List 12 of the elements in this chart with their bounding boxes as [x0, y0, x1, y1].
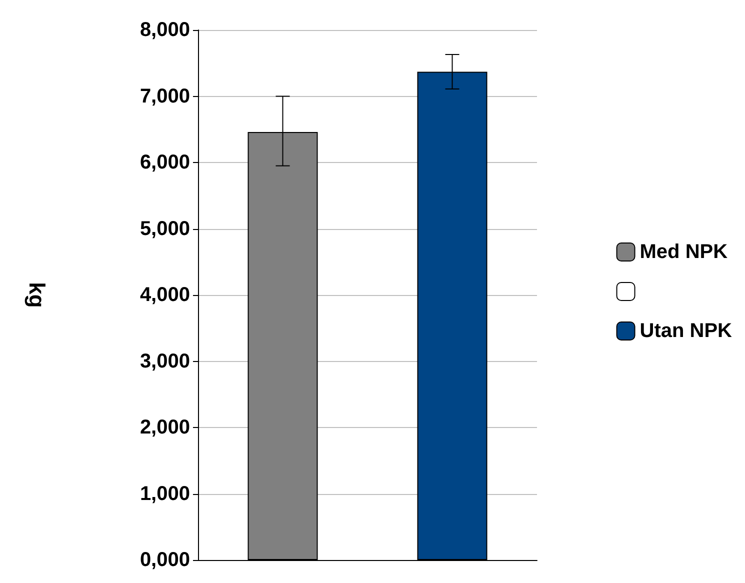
y-tick-label: 4,000	[140, 284, 190, 306]
legend-label: Utan NPK	[640, 320, 733, 342]
legend-label: Med NPK	[640, 241, 728, 263]
y-tick-label: 6,000	[140, 152, 190, 174]
y-tick-label: 7,000	[140, 85, 190, 108]
y-tick-label: 0,000	[140, 549, 190, 571]
y-tick-label: 8,000	[140, 19, 190, 41]
y-tick-label: 1,000	[140, 482, 190, 505]
y-axis-title: kg	[24, 282, 50, 308]
y-tick-label: 2,000	[140, 416, 190, 438]
y-tick-label: 3,000	[140, 350, 190, 372]
y-tick-label: 5,000	[140, 218, 190, 240]
